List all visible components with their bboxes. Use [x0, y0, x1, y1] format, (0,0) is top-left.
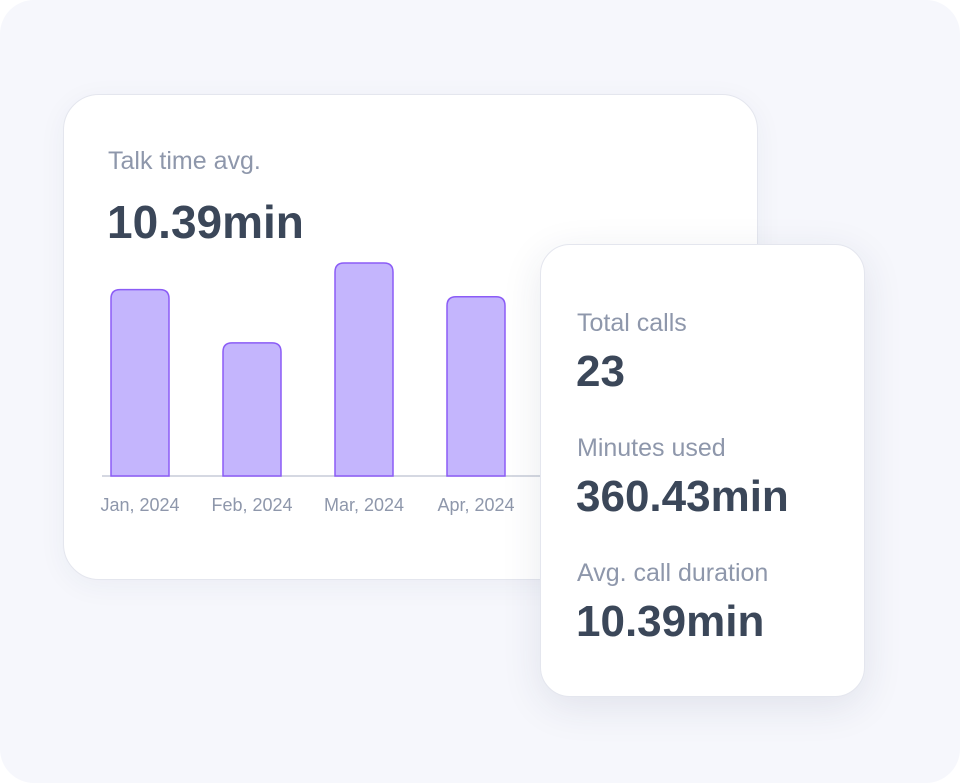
x-tick-label-3: Mar, 2024: [324, 495, 404, 515]
x-tick-label-2: Feb, 2024: [211, 495, 292, 515]
bar-1: [110, 288, 170, 477]
bar-4: [446, 295, 506, 477]
avg-call-duration-label: Avg. call duration: [577, 559, 769, 587]
bar-2: [222, 342, 282, 477]
call-stats-card: Total calls 23 Minutes used 360.43min Av…: [540, 244, 865, 697]
talk-time-value: 10.39min: [107, 196, 304, 248]
total-calls-value: 23: [576, 347, 625, 396]
minutes-used-label: Minutes used: [577, 434, 726, 462]
bar-3: [334, 262, 394, 477]
avg-call-duration-value: 10.39min: [576, 597, 765, 646]
total-calls-label: Total calls: [577, 309, 687, 337]
minutes-used-value: 360.43min: [576, 472, 789, 521]
x-tick-label-4: Apr, 2024: [437, 495, 514, 515]
x-tick-label-1: Jan, 2024: [100, 495, 179, 515]
talk-time-label: Talk time avg.: [108, 147, 261, 175]
talk-time-bar-chart: Jan, 2024 Feb, 2024 Mar, 2024 Apr, 2024: [100, 262, 564, 515]
